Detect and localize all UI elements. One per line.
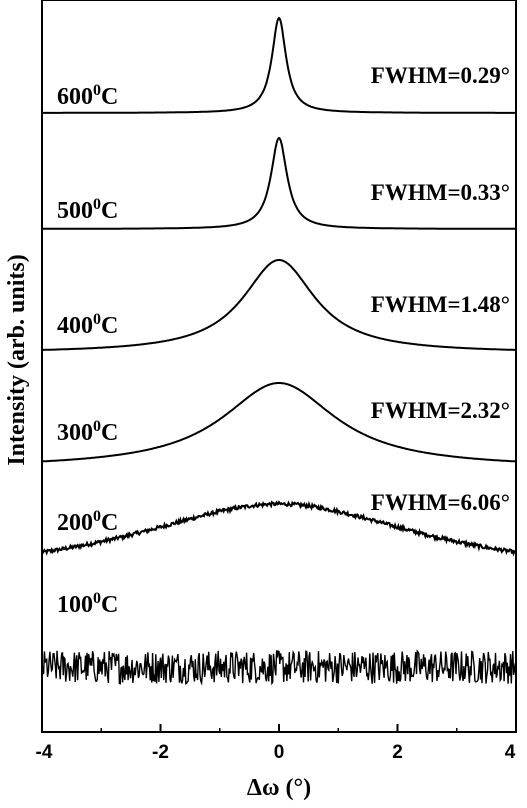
x-axis: -4 -2 0 2 4 — [36, 724, 517, 763]
series-line-300C — [42, 382, 516, 463]
curves — [41, 16, 517, 686]
temperature-label: 2000C — [57, 508, 118, 536]
x-tick-label: 4 — [505, 742, 516, 763]
temperature-label: 3000C — [57, 418, 118, 446]
series-line-400C — [42, 259, 516, 351]
series-line-100C — [41, 649, 517, 686]
fwhm-label: FWHM=0.33° — [371, 180, 510, 205]
series-line-500C — [42, 136, 516, 230]
series-line-600C — [42, 16, 516, 114]
x-tick-label: 0 — [274, 742, 285, 763]
temperature-label: 5000C — [57, 196, 118, 224]
temperature-label: 6000C — [57, 82, 118, 110]
x-axis-label: Δω (°) — [247, 775, 311, 801]
fwhm-label: FWHM=0.29° — [371, 63, 510, 88]
fwhm-label: FWHM=1.48° — [371, 292, 510, 317]
temperature-label: 4000C — [57, 311, 118, 339]
y-axis-label: Intensity (arb. units) — [4, 254, 30, 465]
temperature-label: 1000C — [57, 590, 118, 618]
x-tick-label: -2 — [152, 742, 169, 763]
fwhm-label: FWHM=6.06° — [371, 490, 510, 515]
labels: 6000C FWHM=0.29° 5000C FWHM=0.33° 4000C FWHM=… — [57, 63, 510, 618]
x-tick-label: 2 — [392, 742, 403, 763]
x-tick-label: -4 — [36, 742, 53, 763]
fwhm-label: FWHM=2.32° — [371, 398, 510, 423]
series-line-200C — [41, 500, 517, 557]
